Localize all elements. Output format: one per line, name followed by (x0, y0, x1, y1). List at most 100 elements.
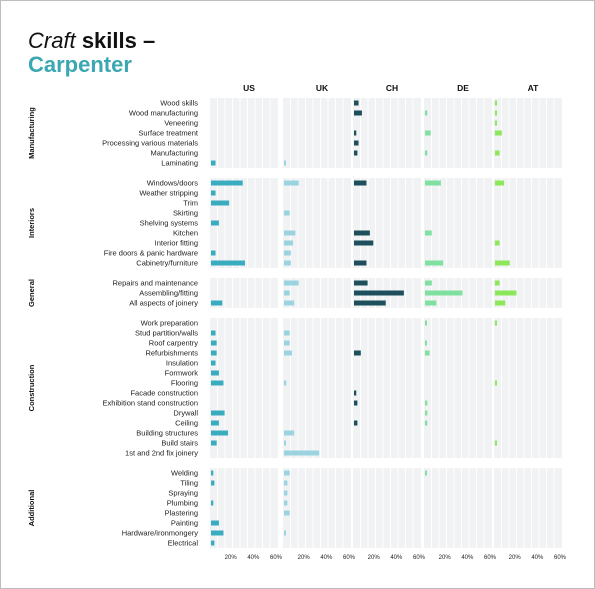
row-label-assembling-fitting: Assembling/fitting (139, 288, 198, 297)
tick-label-uk-20: 20% (298, 555, 311, 561)
bar-manufacturing-de (425, 150, 428, 156)
bar-assembling-fitting-uk (284, 290, 290, 296)
panel-bg-interiors-ch (353, 178, 421, 268)
row-label-interior-fitting: Interior fitting (155, 238, 198, 247)
row-label-trim: Trim (183, 198, 198, 207)
panel-bg-additional-ch (353, 468, 421, 548)
row-label-surface-treatment: Surface treatment (138, 128, 199, 137)
bar-manufacturing-at (495, 150, 500, 156)
bar-assembling-fitting-ch (354, 290, 404, 296)
bar-all-aspects-of-joinery-de (425, 300, 437, 306)
panel-bg-interiors-uk (283, 178, 351, 268)
panel-bg-manufacturing-ch (353, 98, 421, 168)
row-label-cabinetry-furniture: Cabinetry/furniture (136, 258, 198, 267)
row-label-skirting: Skirting (173, 208, 198, 217)
row-label-all-aspects-of-joinery: All aspects of joinery (129, 298, 198, 307)
tick-label-uk-40: 40% (320, 555, 333, 561)
bar-repairs-and-maintenance-at (495, 280, 500, 286)
bar-flooring-uk (284, 380, 287, 386)
row-label-repairs-and-maintenance: Repairs and maintenance (113, 278, 198, 287)
bar-ceiling-us (211, 420, 219, 426)
bar-windows-doors-us (211, 180, 243, 186)
bar-building-structures-us (211, 430, 228, 436)
section-label-additional: Additional (27, 490, 36, 527)
row-label-refurbishments: Refurbishments (145, 348, 198, 357)
bar-wood-manufacturing-at (495, 110, 497, 116)
bar-refurbishments-uk (284, 350, 292, 356)
bar-insulation-us (211, 360, 216, 366)
row-label-painting: Painting (171, 518, 198, 527)
bar-drywall-de (425, 410, 428, 416)
bar-hardware-ironmongery-uk (284, 530, 286, 536)
bar-wood-manufacturing-de (425, 110, 428, 116)
chart-subtitle: Carpenter (28, 52, 132, 77)
tick-label-at-20: 20% (509, 555, 522, 561)
row-label-plastering: Plastering (165, 508, 198, 517)
section-label-general: General (27, 279, 36, 307)
bar-formwork-us (211, 370, 219, 376)
bar-tiling-us (211, 480, 215, 486)
row-label-ceiling: Ceiling (175, 418, 198, 427)
panel-bg-manufacturing-at (494, 98, 562, 168)
bar-cabinetry-furniture-ch (354, 260, 367, 266)
tick-label-de-20: 20% (439, 555, 452, 561)
bar-drywall-us (211, 410, 225, 416)
bar-windows-doors-de (425, 180, 441, 186)
bar-exhibition-stand-construction-de (425, 400, 428, 406)
row-label-insulation: Insulation (166, 358, 198, 367)
bar-windows-doors-uk (284, 180, 299, 186)
bar-roof-carpentry-us (211, 340, 217, 346)
tick-label-uk-60: 60% (343, 555, 356, 561)
panel-bg-construction-us (210, 318, 278, 458)
bar-veneering-at (495, 120, 497, 126)
row-label-laminating: Laminating (161, 158, 198, 167)
bar-windows-doors-at (495, 180, 505, 186)
bar-welding-de (425, 470, 427, 476)
row-label-fire-doors-panic-hardware: Fire doors & panic hardware (104, 248, 198, 257)
bar-work-preparation-at (495, 320, 497, 326)
panel-bg-interiors-de (424, 178, 492, 268)
country-header-de: DE (457, 83, 469, 93)
bar-plumbing-uk (284, 500, 288, 506)
bar-repairs-and-maintenance-uk (284, 280, 299, 286)
country-header-uk: UK (316, 83, 329, 93)
bar-exhibition-stand-construction-ch (354, 400, 358, 406)
row-label-manufacturing: Manufacturing (150, 148, 198, 157)
row-label-hardware-ironmongery: Hardware/ironmongery (122, 528, 199, 537)
bar-processing-various-materials-ch (354, 140, 359, 146)
bar-hardware-ironmongery-us (211, 530, 224, 536)
row-label-building-structures: Building structures (136, 428, 198, 437)
row-label-welding: Welding (171, 468, 198, 477)
panel-bg-additional-uk (283, 468, 351, 548)
bar-cabinetry-furniture-uk (284, 260, 291, 266)
bar-plumbing-us (211, 500, 214, 506)
row-label-spraying: Spraying (168, 488, 198, 497)
row-label-plumbing: Plumbing (167, 498, 198, 507)
panel-bg-manufacturing-de (424, 98, 492, 168)
bar-all-aspects-of-joinery-us (211, 300, 223, 306)
bar-flooring-at (495, 380, 497, 386)
row-label-tiling: Tiling (180, 478, 198, 487)
bar-cabinetry-furniture-de (425, 260, 444, 266)
title-craft: Craft (28, 28, 76, 53)
panel-bg-manufacturing-uk (283, 98, 351, 168)
bar-manufacturing-ch (354, 150, 358, 156)
bar-facade-construction-ch (354, 390, 357, 396)
row-label-shelving-systems: Shelving systems (140, 218, 199, 227)
section-label-construction: Construction (27, 364, 36, 411)
bar-all-aspects-of-joinery-ch (354, 300, 386, 306)
bar-plastering-uk (284, 510, 290, 516)
bar-weather-stripping-us (211, 190, 216, 196)
tick-label-de-60: 60% (484, 555, 497, 561)
row-label-formwork: Formwork (165, 368, 199, 377)
bar-assembling-fitting-at (495, 290, 517, 296)
tick-label-at-40: 40% (531, 555, 544, 561)
bar-surface-treatment-at (495, 130, 502, 136)
row-label-flooring: Flooring (171, 378, 198, 387)
bar-flooring-us (211, 380, 224, 386)
bar-surface-treatment-de (425, 130, 431, 136)
bar-refurbishments-us (211, 350, 217, 356)
bar-laminating-uk (284, 160, 286, 166)
row-label-wood-manufacturing: Wood manufacturing (129, 108, 198, 117)
panel-bg-manufacturing-us (210, 98, 278, 168)
